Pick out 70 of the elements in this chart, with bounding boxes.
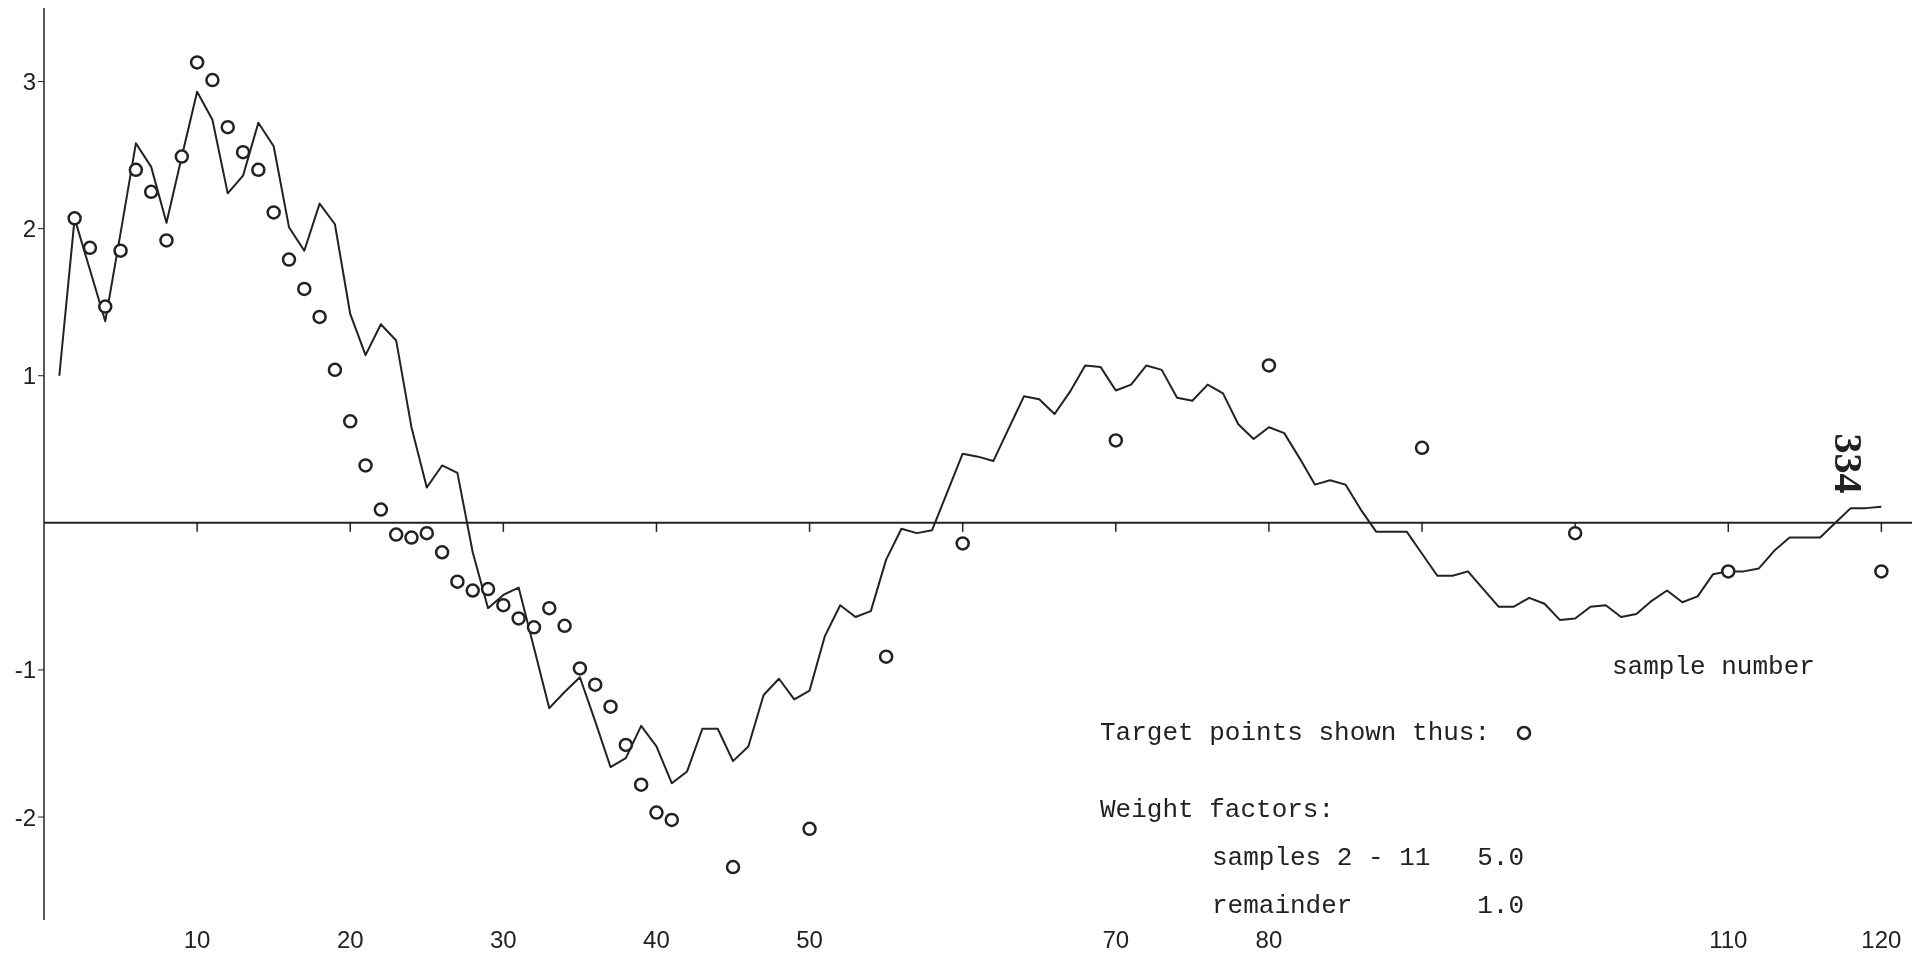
point — [327, 362, 343, 378]
point — [358, 458, 373, 473]
x-tick-label: 120 — [1861, 926, 1902, 954]
y-tick-label: -1 — [14, 656, 36, 684]
point — [603, 699, 618, 714]
point — [649, 805, 664, 820]
point — [434, 545, 450, 560]
point — [174, 149, 190, 164]
point — [1721, 564, 1736, 579]
point — [251, 162, 266, 178]
point — [67, 211, 82, 226]
point — [297, 281, 312, 297]
point — [480, 581, 496, 597]
point — [725, 859, 741, 875]
point — [1108, 433, 1124, 448]
point — [82, 240, 98, 256]
point — [281, 252, 297, 267]
point — [496, 597, 511, 613]
point — [633, 777, 649, 792]
x-tick-label: 40 — [643, 926, 670, 954]
point — [98, 299, 113, 314]
point — [342, 414, 358, 429]
point — [557, 618, 572, 634]
point — [1567, 525, 1583, 541]
point — [113, 243, 128, 258]
point — [572, 661, 588, 676]
x-tick-label: 20 — [336, 926, 364, 954]
annotation: Weight factors: — [1100, 794, 1336, 827]
point — [143, 184, 159, 200]
x-tick-label: 30 — [489, 926, 517, 954]
point — [1414, 440, 1430, 456]
y-tick-label: 3 — [22, 68, 36, 96]
point — [419, 525, 435, 541]
point — [450, 574, 465, 589]
y-tick-label: -2 — [14, 803, 36, 831]
x-tick-label: 50 — [796, 926, 823, 954]
point — [266, 205, 281, 220]
point — [465, 583, 480, 598]
point — [526, 620, 542, 635]
point — [1261, 358, 1277, 373]
point — [128, 162, 144, 178]
y-tick-label: 1 — [22, 362, 36, 390]
x-tick-label: 70 — [1102, 926, 1130, 954]
x-axis-title: sample number — [1612, 652, 1815, 682]
point — [802, 821, 817, 837]
point — [511, 611, 526, 626]
y-tick-label: 2 — [22, 215, 36, 243]
annotation: 334 — [1824, 433, 1872, 494]
point — [618, 737, 634, 753]
x-tick-label: 80 — [1255, 926, 1283, 954]
point — [955, 536, 970, 551]
point — [404, 530, 419, 545]
point — [373, 502, 389, 517]
x-tick-label: 10 — [183, 926, 211, 954]
point — [189, 55, 205, 70]
annotation: samples 2 - 11 5.0 — [1211, 842, 1525, 875]
point — [220, 119, 235, 135]
point — [1874, 564, 1889, 579]
point — [878, 649, 894, 664]
point — [587, 677, 603, 692]
point — [235, 144, 251, 160]
point — [388, 527, 404, 542]
x-tick-label: 110 — [1709, 926, 1748, 954]
point — [159, 233, 174, 248]
point — [312, 309, 327, 325]
annotation: remainder 1.0 — [1212, 891, 1525, 921]
point — [664, 812, 680, 828]
point — [542, 600, 557, 616]
legend-label: Target points shown thus: — [1100, 718, 1491, 748]
point — [205, 72, 220, 88]
